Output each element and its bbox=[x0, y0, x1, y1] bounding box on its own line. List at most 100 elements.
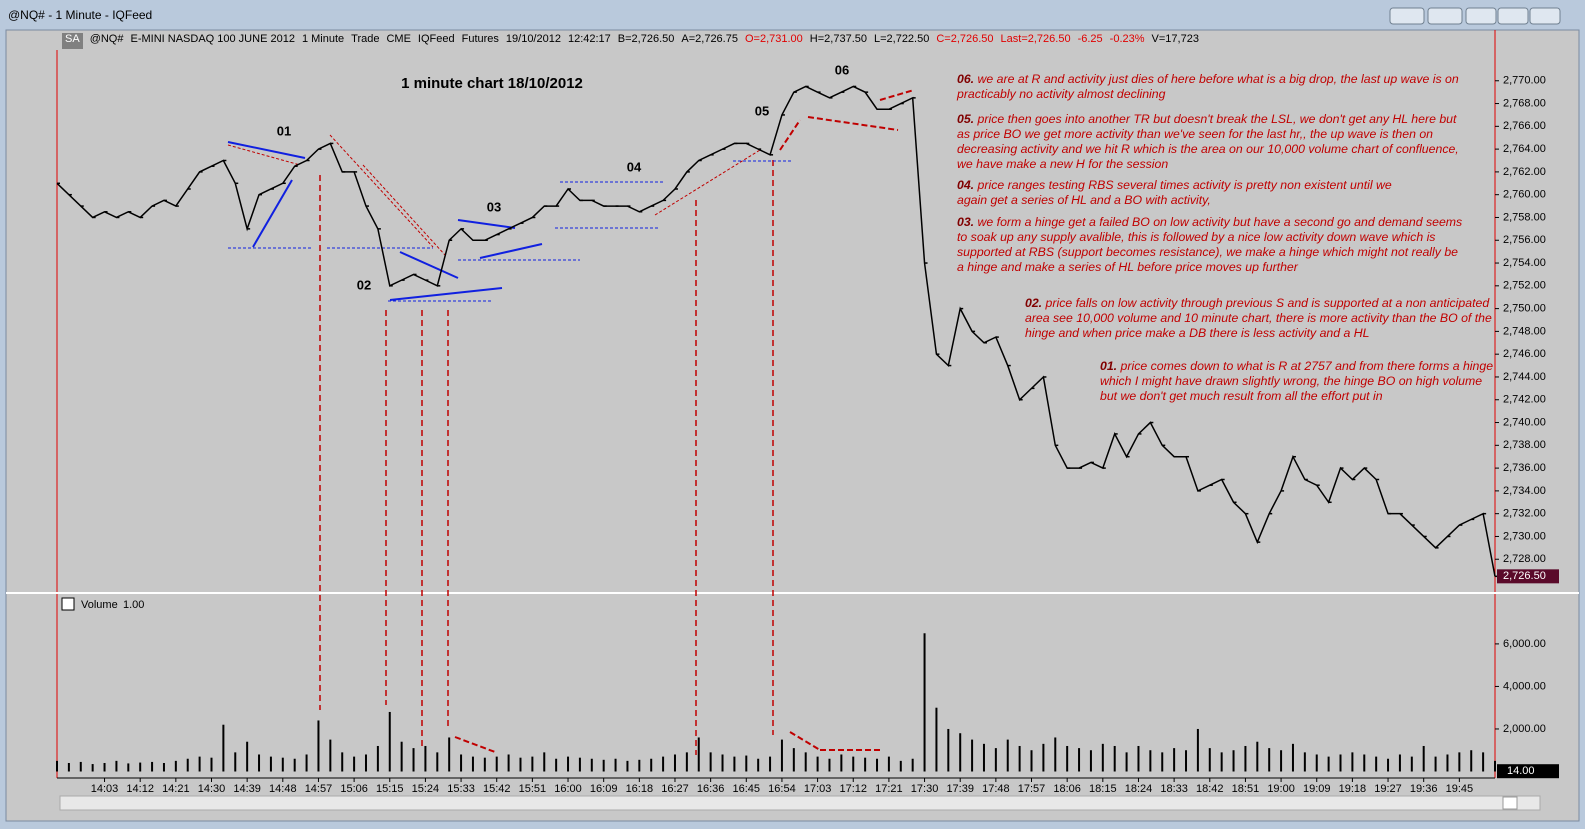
last-price-box bbox=[1497, 569, 1559, 584]
note-text: price comes down to what is R at 2757 an… bbox=[1100, 359, 1494, 403]
volume-bar bbox=[198, 756, 201, 772]
x-tick-label: 19:00 bbox=[1267, 783, 1295, 795]
volume-bar bbox=[115, 760, 118, 772]
x-tick-label: 18:24 bbox=[1125, 783, 1153, 795]
volume-bar bbox=[876, 758, 879, 772]
volume-bar bbox=[174, 760, 177, 772]
volume-bar bbox=[1089, 750, 1092, 772]
toolbar-item: L=2,722.50 bbox=[873, 33, 930, 45]
volume-bar bbox=[1054, 737, 1057, 772]
volume-bar bbox=[341, 752, 344, 772]
volume-bar bbox=[1458, 752, 1461, 772]
volume-bar bbox=[1327, 756, 1330, 772]
volume-bar bbox=[317, 720, 320, 772]
volume-bar bbox=[1375, 756, 1378, 772]
volume-title: Volume bbox=[81, 599, 118, 611]
x-tick-label: 14:39 bbox=[233, 783, 261, 795]
toolbar-item: A=2,726.75 bbox=[681, 33, 738, 45]
activity-line bbox=[454, 736, 496, 753]
x-tick-label: 19:36 bbox=[1410, 783, 1438, 795]
volume-bar bbox=[614, 758, 617, 772]
volume-bar bbox=[1232, 750, 1235, 772]
trend-line bbox=[362, 164, 446, 256]
x-tick-label: 19:45 bbox=[1446, 783, 1474, 795]
wave-label: 02 bbox=[357, 277, 371, 292]
volume-bar bbox=[816, 756, 819, 772]
volume-bar bbox=[840, 754, 843, 772]
scroll-thumb[interactable] bbox=[1502, 796, 1518, 810]
x-tick-label: 16:54 bbox=[768, 783, 796, 795]
y-tick-label: 2,744.00 bbox=[1503, 371, 1546, 383]
x-tick-label: 17:30 bbox=[911, 783, 939, 795]
volume-bar bbox=[269, 756, 272, 772]
y-tick-label: 2,762.00 bbox=[1503, 166, 1546, 178]
volume-bar bbox=[67, 762, 70, 772]
volume-bar bbox=[697, 737, 700, 772]
volume-bar bbox=[769, 756, 772, 772]
volume-bar bbox=[864, 757, 867, 772]
volume-bar bbox=[685, 752, 688, 772]
toolbar-item: 1 Minute bbox=[301, 33, 345, 45]
x-tick-label: 14:48 bbox=[269, 783, 297, 795]
volume-bar bbox=[353, 756, 356, 772]
x-tick-label: 14:03 bbox=[91, 783, 119, 795]
volume-bar bbox=[56, 760, 58, 772]
last-volume-label: 14.00 bbox=[1507, 765, 1535, 777]
close-panel-button[interactable] bbox=[61, 597, 75, 611]
volume-bar bbox=[531, 756, 534, 772]
window-title: @NQ# - 1 Minute - IQFeed bbox=[8, 8, 153, 22]
note: 02. price falls on low activity through … bbox=[1025, 296, 1495, 341]
scrollbar[interactable] bbox=[59, 795, 1541, 811]
volume-bar bbox=[721, 754, 724, 772]
price-line bbox=[56, 85, 1496, 577]
toolbar-item: IQFeed bbox=[417, 33, 455, 45]
volume-bar bbox=[210, 757, 213, 772]
note-text: price then goes into another TR but does… bbox=[957, 112, 1459, 171]
wave-label: 03 bbox=[487, 199, 501, 214]
y-tick-label: 2,760.00 bbox=[1503, 189, 1546, 201]
minimize-button[interactable] bbox=[1465, 7, 1497, 25]
x-tick-label: 14:12 bbox=[126, 783, 154, 795]
volume-bar bbox=[1113, 745, 1116, 772]
volume-bar bbox=[1208, 748, 1211, 772]
button[interactable] bbox=[1427, 7, 1463, 25]
toolbar-item: -6.25 bbox=[1077, 33, 1103, 45]
volume-bar bbox=[483, 757, 486, 772]
frame bbox=[5, 29, 1580, 822]
drawings bbox=[227, 89, 915, 755]
volume-bar bbox=[329, 739, 332, 772]
close-button[interactable] bbox=[1529, 7, 1561, 25]
volume-bar bbox=[673, 754, 676, 772]
toolbar-item: V=17,723 bbox=[1151, 33, 1199, 45]
note-number: 05. bbox=[957, 112, 975, 126]
button[interactable] bbox=[1389, 7, 1425, 25]
volume-bar bbox=[1161, 752, 1164, 772]
volume-bar bbox=[1315, 754, 1318, 772]
volume-bar bbox=[162, 762, 165, 772]
volume-bar bbox=[982, 743, 985, 772]
volume-bar bbox=[959, 733, 962, 772]
volume-bar bbox=[745, 755, 748, 772]
x-tick-label: 14:57 bbox=[305, 783, 333, 795]
volume-bar bbox=[792, 748, 795, 772]
volume-bar bbox=[246, 741, 249, 772]
volume-bar bbox=[1351, 752, 1354, 772]
volume-bar bbox=[923, 633, 926, 772]
x-tick-label: 16:36 bbox=[697, 783, 725, 795]
toolbar-item: O=2,731.00 bbox=[744, 33, 803, 45]
y-tick-label: 4,000.00 bbox=[1503, 680, 1546, 692]
volume-scale: 1.00 bbox=[123, 599, 144, 611]
y-tick-label: 2,738.00 bbox=[1503, 439, 1546, 451]
volume-bar bbox=[1018, 745, 1021, 772]
maximize-button[interactable] bbox=[1497, 7, 1529, 25]
trend-line bbox=[329, 134, 434, 248]
volume-bar bbox=[1006, 739, 1009, 772]
volume-bar bbox=[578, 757, 581, 772]
y-tick-label: 2,730.00 bbox=[1503, 530, 1546, 542]
note: 01. price comes down to what is R at 275… bbox=[1100, 359, 1495, 404]
volume-bar bbox=[638, 759, 641, 772]
note-text: price falls on low activity through prev… bbox=[1025, 296, 1492, 340]
toolbar-item: CME bbox=[386, 33, 411, 45]
volume-bar bbox=[709, 752, 712, 772]
x-tick-label: 18:15 bbox=[1089, 783, 1117, 795]
